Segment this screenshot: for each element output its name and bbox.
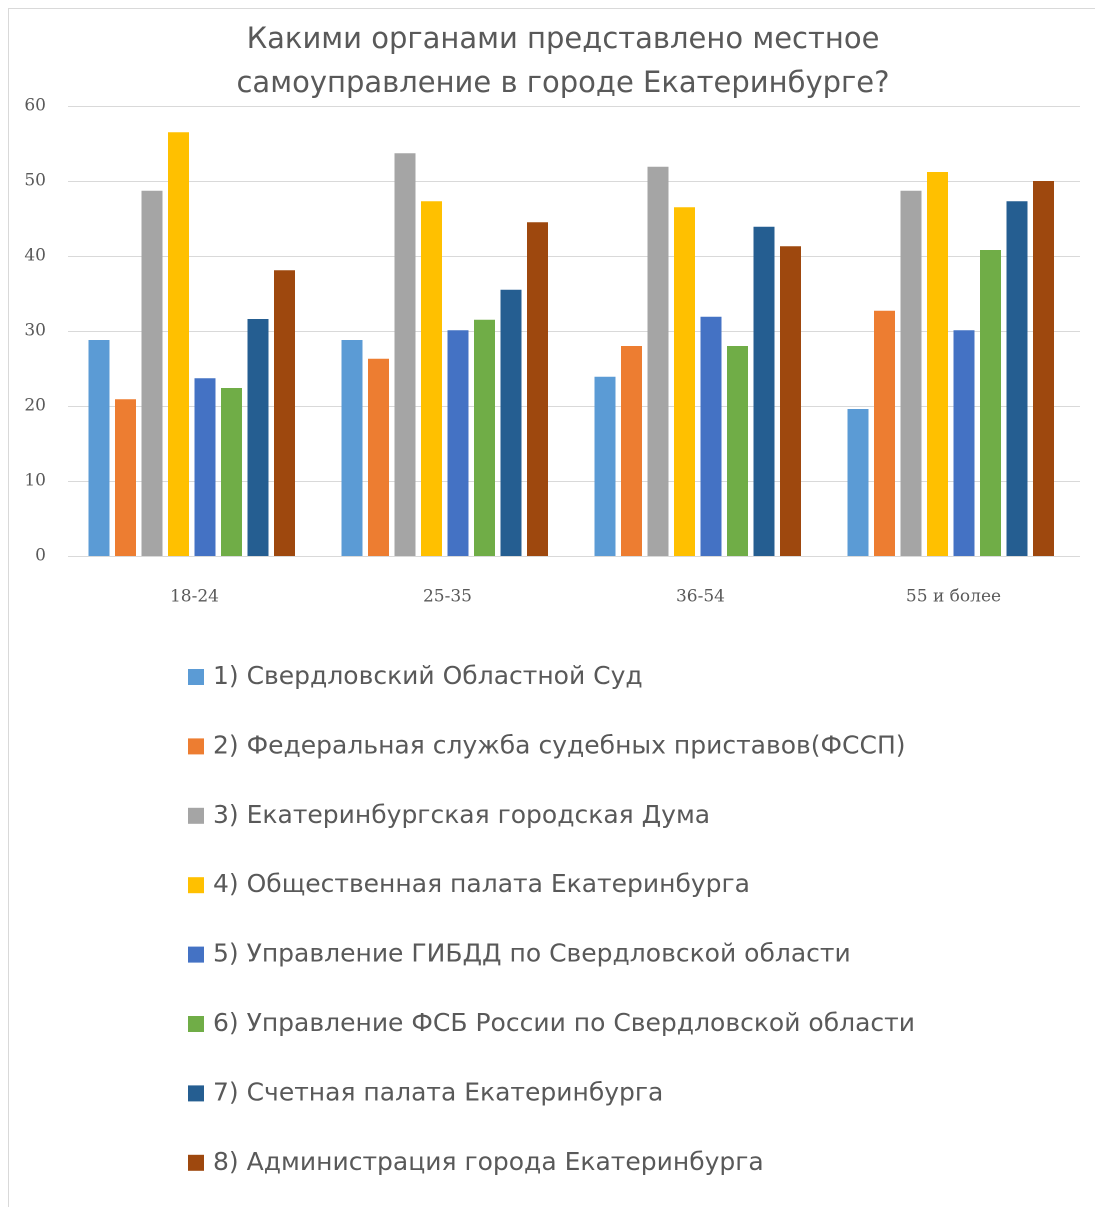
bar: [168, 132, 189, 556]
legend-label: 2) Федеральная служба судебных приставов…: [213, 730, 906, 759]
bar: [727, 346, 748, 556]
y-tick-label: 30: [24, 321, 46, 341]
bar: [221, 388, 242, 556]
bar: [474, 319, 495, 556]
bar: [780, 246, 801, 556]
bar: [527, 222, 548, 556]
legend-swatch: [188, 738, 204, 755]
legend-swatch: [188, 1154, 204, 1171]
legend-swatch: [188, 669, 204, 685]
legend-label: 7) Счетная палата Екатеринбурга: [213, 1077, 663, 1106]
bar: [194, 378, 216, 556]
bar: [247, 319, 269, 556]
bar: [674, 207, 695, 556]
legend-swatch: [188, 807, 204, 824]
y-tick-label: 50: [24, 171, 46, 191]
bar: [847, 409, 869, 556]
chart-title: Какими органами представлено местное: [247, 21, 880, 55]
legend-swatch: [188, 1085, 204, 1102]
bar: [621, 346, 642, 556]
bar: [953, 330, 975, 556]
y-tick-label: 20: [24, 396, 46, 416]
y-tick-label: 40: [24, 246, 46, 266]
legend-swatch: [188, 1016, 204, 1032]
bar: [980, 250, 1001, 556]
bar: [88, 340, 110, 556]
x-tick-label: 18-24: [170, 587, 219, 607]
y-tick-label: 0: [35, 546, 46, 566]
bar: [1006, 201, 1028, 556]
y-tick-label: 60: [24, 96, 46, 116]
x-tick-label: 36-54: [676, 587, 725, 607]
legend-label: 5) Управление ГИБДД по Свердловской обла…: [213, 939, 851, 968]
legend-label: 8) Администрация города Екатеринбурга: [213, 1147, 764, 1176]
bar: [594, 376, 616, 556]
x-tick-label: 55 и более: [906, 587, 1001, 607]
legend-label: 1) Свердловский Областной Суд: [213, 661, 643, 690]
bar: [421, 201, 442, 556]
bar: [341, 340, 363, 556]
legend-swatch: [188, 877, 204, 894]
bar: [874, 310, 895, 556]
legend-label: 6) Управление ФСБ России по Свердловской…: [213, 1008, 915, 1037]
legend-label: 3) Екатеринбургская городская Дума: [213, 800, 710, 829]
bar: [700, 316, 722, 556]
bar: [274, 270, 295, 556]
bar: [927, 172, 948, 556]
bar: [647, 166, 669, 556]
chart-title: самоуправление в городе Екатеринбурге?: [236, 65, 889, 99]
bar: [141, 190, 163, 556]
legend-swatch: [188, 946, 204, 963]
x-tick-label: 25-35: [423, 587, 472, 607]
bar: [394, 153, 416, 556]
bar: [1033, 181, 1054, 556]
bar: [753, 226, 775, 556]
legend-label: 4) Общественная палата Екатеринбурга: [213, 869, 750, 898]
bar: [447, 330, 469, 556]
bar: [900, 190, 922, 556]
y-tick-label: 10: [24, 471, 46, 491]
bar: [115, 399, 136, 556]
bar: [368, 358, 389, 556]
bar: [500, 289, 522, 556]
